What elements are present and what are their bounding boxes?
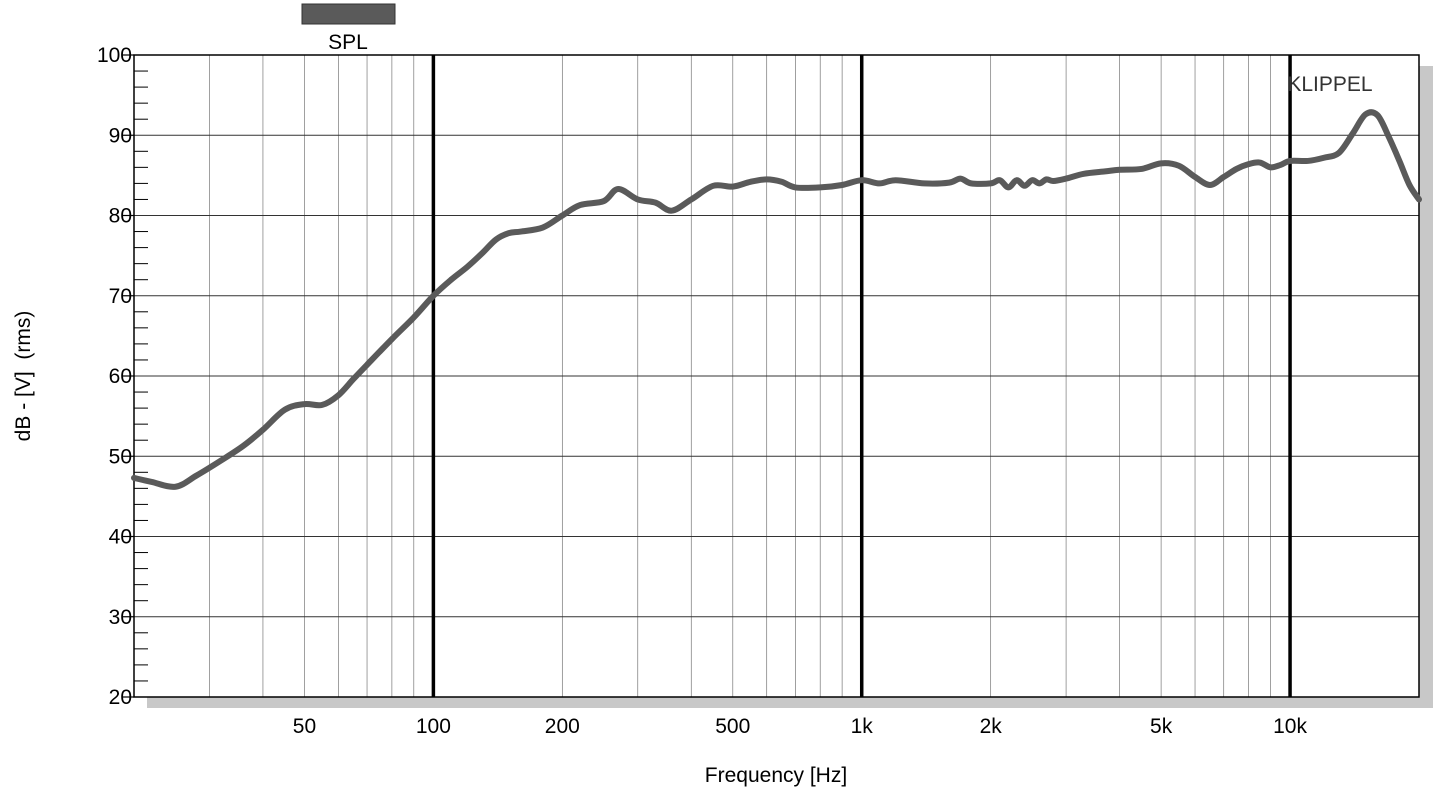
y-tick-label: 70: [109, 285, 132, 308]
series-layer: [131, 109, 1422, 490]
y-tick-label: 20: [109, 686, 132, 709]
y-tick-label: 90: [109, 124, 132, 147]
x-tick-label: 10k: [1273, 715, 1307, 738]
x-axis-title: Frequency [Hz]: [705, 764, 847, 787]
x-tick-label: 200: [545, 715, 580, 738]
x-tick-label: 100: [416, 715, 451, 738]
x-tick-label: 1k: [851, 715, 874, 738]
legend-label: SPL: [328, 31, 368, 54]
legend-swatch: [301, 3, 396, 25]
brand-annotation: KLIPPEL: [1287, 73, 1372, 96]
series-line-spl: [131, 109, 1422, 490]
y-tick-label: 100: [97, 44, 132, 67]
y-axis-title: dB - [V] (rms): [12, 311, 35, 442]
x-tick-label: 5k: [1150, 715, 1173, 738]
y-tick-label: 50: [109, 445, 132, 468]
x-tick-labels: 50 100 200 500 1k 2k 5k 10k: [293, 715, 1308, 738]
x-tick-label: 50: [293, 715, 316, 738]
y-tick-label: 40: [109, 526, 132, 549]
y-tick-label: 80: [109, 205, 132, 228]
y-tick-label: 60: [109, 365, 132, 388]
x-tick-label: 500: [715, 715, 750, 738]
x-tick-label: 2k: [980, 715, 1003, 738]
y-tick-labels: 20 30 40 50 60 70 80 90 100: [97, 44, 132, 709]
y-tick-label: 30: [109, 606, 132, 629]
plot-frame: [133, 54, 1420, 698]
y-minor-ticks: [134, 70, 148, 682]
